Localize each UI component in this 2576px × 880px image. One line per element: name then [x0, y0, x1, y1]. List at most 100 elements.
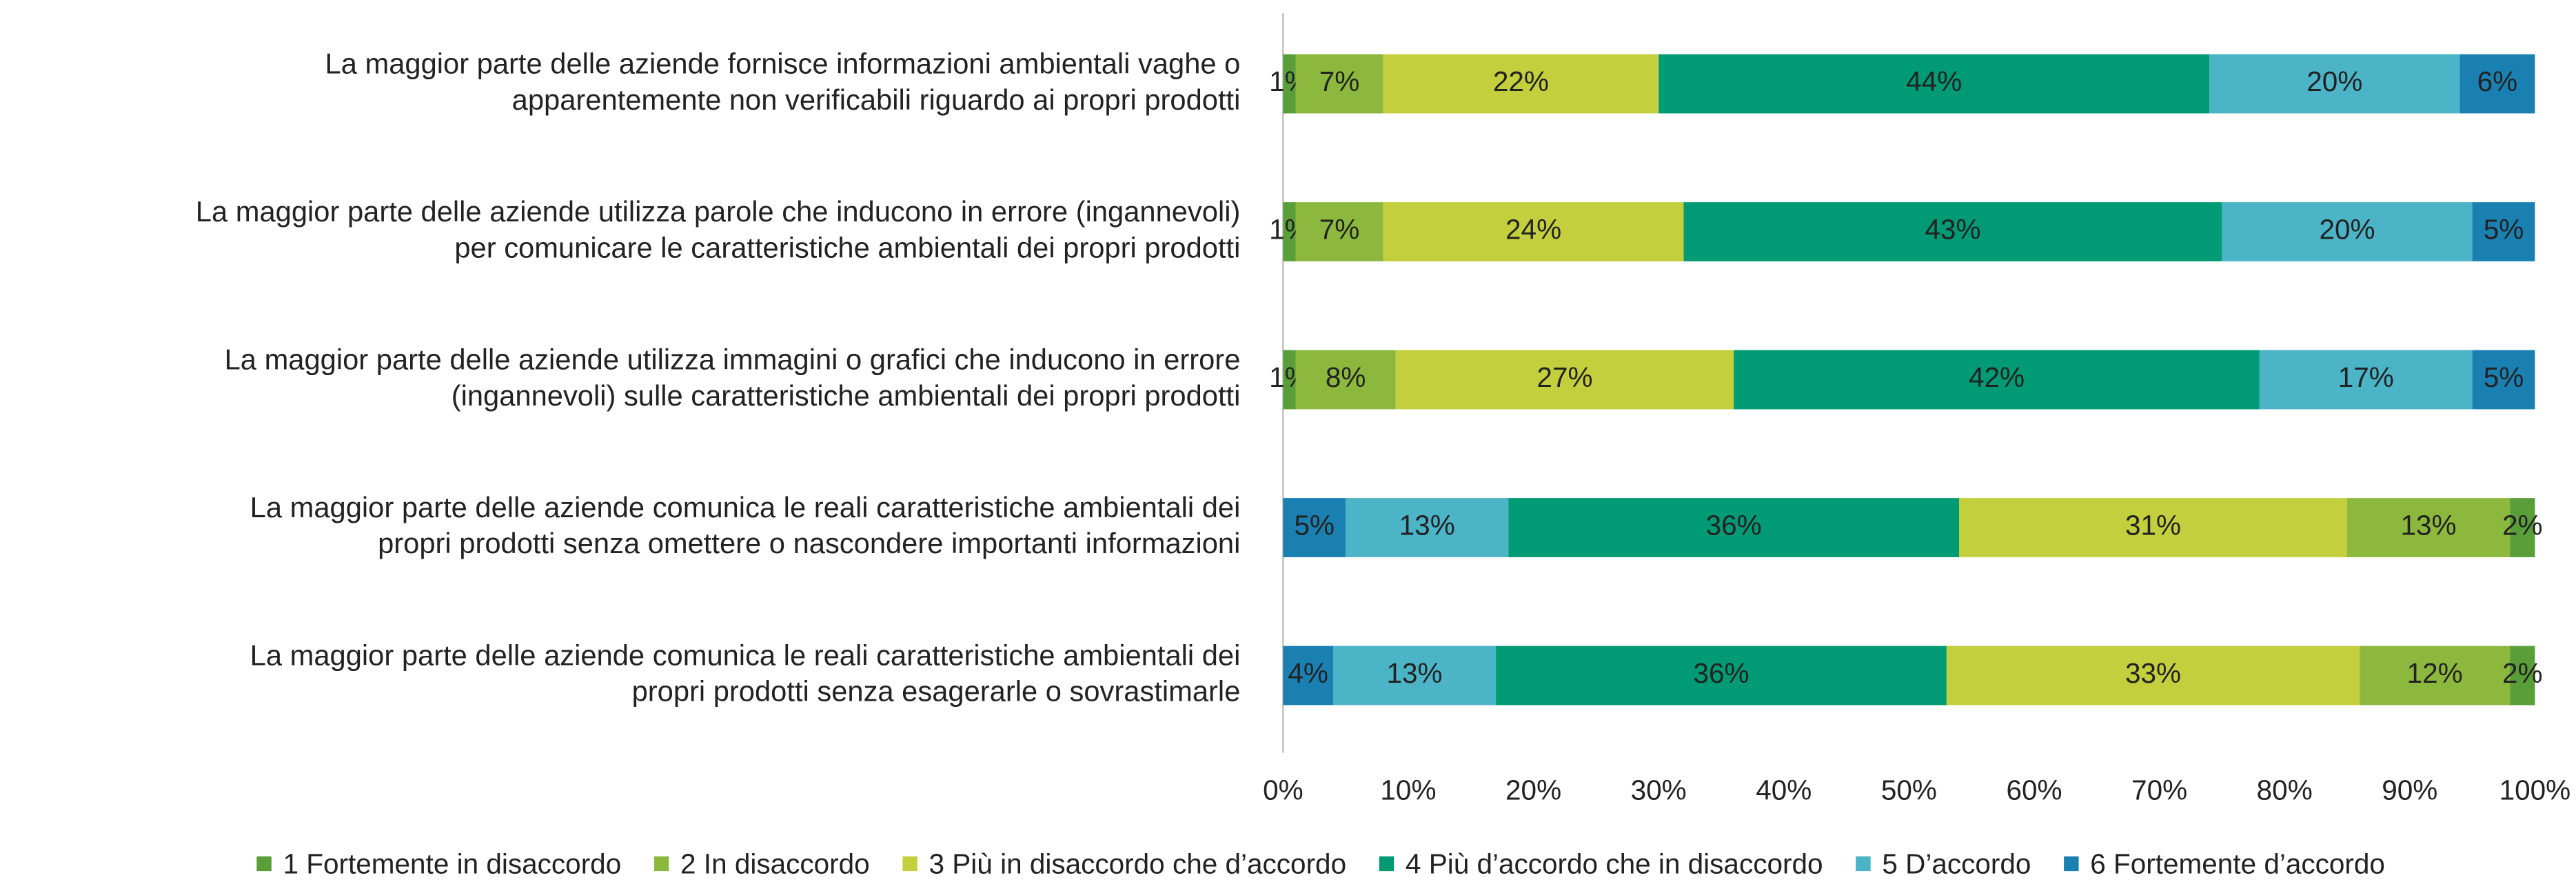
bar-segment	[1283, 350, 1296, 410]
bar-segment	[2346, 498, 2511, 557]
data-label: 33%	[2125, 657, 2181, 689]
legend-swatch	[2064, 856, 2079, 872]
bar-segment	[1283, 646, 1333, 706]
x-tick-label: 50%	[1881, 774, 1937, 806]
bar-segment	[1946, 646, 2360, 706]
legend-swatch	[256, 856, 272, 872]
data-label: 31%	[2125, 510, 2181, 541]
category-label-line: apparentemente non verificabili riguardo…	[512, 83, 1241, 116]
x-tick-label: 90%	[2382, 774, 2437, 806]
x-tick-label: 0%	[1263, 774, 1304, 806]
category-label-line: La maggior parte delle aziende utilizza …	[225, 343, 1241, 375]
bar-segment	[2360, 646, 2511, 706]
x-tick-label: 80%	[2257, 774, 2313, 806]
bar-segment	[2472, 350, 2535, 410]
bar-segment	[2460, 54, 2535, 114]
bar-segment	[2259, 350, 2473, 410]
data-label: 4%	[1288, 657, 1328, 689]
bar-segment	[2209, 54, 2460, 114]
legend-swatch	[653, 856, 669, 872]
data-label: 13%	[2401, 510, 2457, 541]
bar-segment	[1683, 202, 2222, 261]
data-label: 6%	[2477, 66, 2518, 97]
bar-segment	[1959, 498, 2347, 557]
bar-segment	[1734, 350, 2260, 410]
legend-label: 1 Fortemente in disaccordo	[283, 848, 621, 880]
bar-segment	[1659, 54, 2210, 114]
category-label-line: La maggior parte delle aziende comunica …	[250, 491, 1241, 523]
data-label: 36%	[1693, 657, 1749, 689]
data-label: 8%	[1326, 361, 1366, 393]
x-tick-label: 30%	[1631, 774, 1687, 806]
legend-swatch	[1379, 856, 1395, 872]
bar-segment	[1332, 646, 1497, 706]
data-label: 13%	[1399, 510, 1455, 541]
category-label-line: propri prodotti senza esagerarle o sovra…	[632, 675, 1241, 708]
bar-segment	[1295, 202, 1383, 261]
category-label-line: propri prodotti senza omettere o nascond…	[378, 527, 1240, 559]
category-label: La maggior parte delle aziende utilizza …	[225, 343, 1241, 411]
legend-item: 3 Più in disaccordo che d’accordo	[902, 848, 1346, 880]
x-tick-label: 100%	[2499, 774, 2571, 806]
bar-segment	[1383, 54, 1659, 114]
data-label: 36%	[1706, 510, 1762, 541]
category-label-line: La maggior parte delle aziende utilizza …	[196, 195, 1241, 228]
legend-item: 2 In disaccordo	[653, 848, 870, 880]
legend-item: 1 Fortemente in disaccordo	[256, 848, 621, 880]
bar-segment	[1496, 646, 1947, 706]
category-label-line: per comunicare le caratteristiche ambien…	[454, 231, 1240, 263]
legend-label: 6 Fortemente d’accordo	[2090, 848, 2385, 880]
category-label-line: La maggior parte delle aziende comunica …	[250, 639, 1241, 671]
data-label: 27%	[1537, 361, 1592, 393]
bar-segment	[1295, 350, 1396, 410]
data-label: 5%	[1294, 510, 1335, 541]
legend-label: 4 Più d’accordo che in disaccordo	[1406, 848, 1823, 880]
legend-label: 3 Più in disaccordo che d’accordo	[929, 848, 1347, 880]
data-label: 13%	[1387, 657, 1443, 689]
data-label: 44%	[1906, 66, 1962, 97]
data-label: 20%	[2306, 66, 2362, 97]
data-label: 42%	[1969, 361, 2025, 393]
bar-segment	[1283, 498, 1346, 557]
data-label: 7%	[1319, 66, 1360, 97]
category-label: La maggior parte delle aziende fornisce …	[325, 47, 1241, 115]
bar-segment	[1383, 202, 1684, 261]
legend-item: 5 D’accordo	[1856, 848, 2031, 880]
legend-item: 4 Più d’accordo che in disaccordo	[1379, 848, 1823, 880]
data-label: 17%	[2338, 361, 2394, 393]
legend-swatch	[902, 856, 917, 872]
legend-item: 6 Fortemente d’accordo	[2064, 848, 2385, 880]
x-tick-label: 20%	[1505, 774, 1561, 806]
data-label: 43%	[1925, 214, 1980, 246]
data-label: 2%	[2502, 510, 2543, 541]
x-tick-label: 40%	[1756, 774, 1812, 806]
data-label: 5%	[2484, 361, 2524, 393]
bar-segment	[1283, 202, 1296, 261]
data-label: 12%	[2407, 657, 2463, 689]
data-label: 22%	[1493, 66, 1549, 97]
bar-segment	[1295, 54, 1383, 114]
bar-segment	[2222, 202, 2473, 261]
x-tick-label: 10%	[1380, 774, 1436, 806]
data-label: 5%	[2484, 214, 2524, 246]
category-label-line: La maggior parte delle aziende fornisce …	[325, 47, 1241, 79]
legend-swatch	[1856, 856, 1871, 872]
bar-segment	[2510, 498, 2535, 557]
legend-label: 2 In disaccordo	[680, 848, 870, 880]
data-label: 20%	[2319, 214, 2375, 246]
bar-segment	[2472, 202, 2535, 261]
data-label: 7%	[1319, 214, 1360, 246]
bar-segment	[1346, 498, 1509, 557]
x-tick-label: 60%	[2006, 774, 2062, 806]
bar-segment	[1283, 54, 1296, 114]
bar-segment	[1395, 350, 1734, 410]
legend-label: 5 D’accordo	[1882, 848, 2031, 880]
data-label: 24%	[1505, 214, 1561, 246]
category-label: La maggior parte delle aziende utilizza …	[196, 195, 1241, 263]
category-label: La maggior parte delle aziende comunica …	[250, 491, 1241, 559]
bar-segment	[1508, 498, 1960, 557]
data-label: 2%	[2502, 657, 2543, 689]
category-label-line: (ingannevoli) sulle caratteristiche ambi…	[452, 379, 1241, 412]
